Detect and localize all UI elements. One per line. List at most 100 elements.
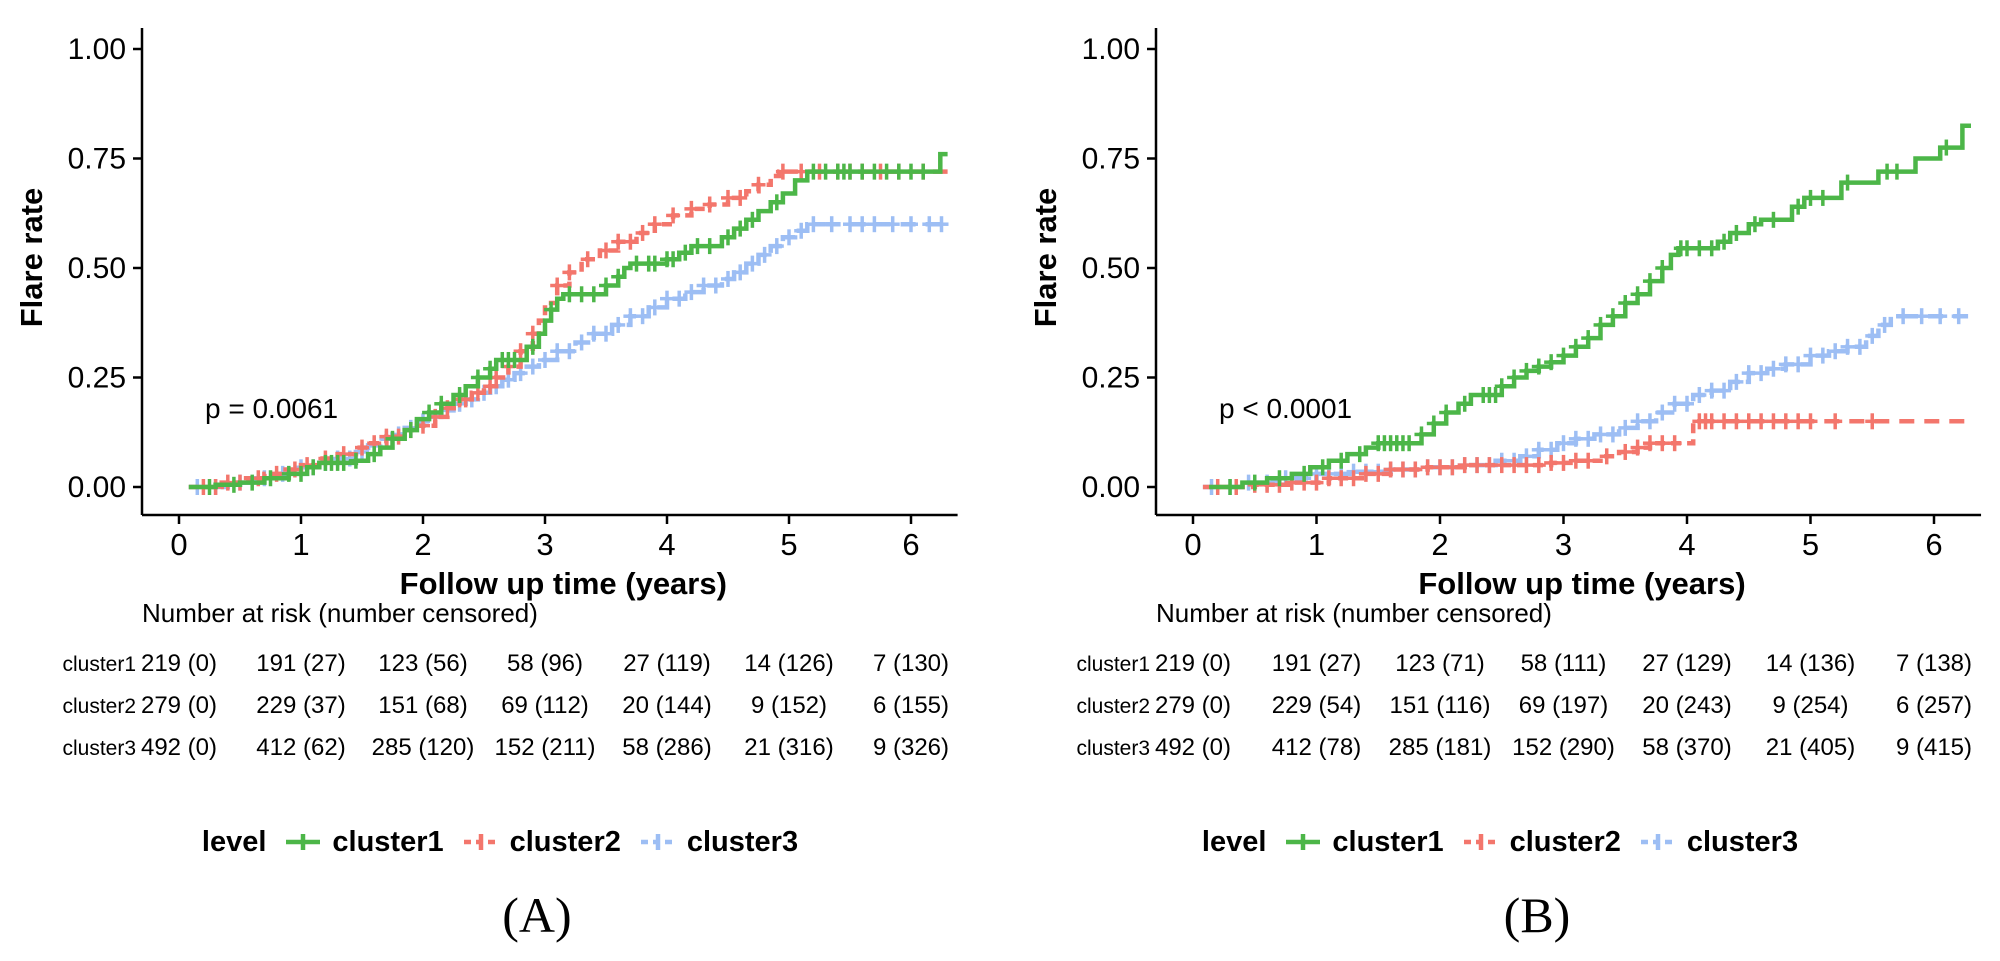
risk-table-header: Number at risk (number censored) <box>142 598 538 628</box>
x-tick-label: 1 <box>1308 527 1325 562</box>
y-axis-title: Flare rate <box>1028 188 1063 328</box>
risk-cell: 152 (211) <box>495 734 596 761</box>
risk-cell: 7 (130) <box>873 650 949 677</box>
legend-label: cluster1 <box>332 825 444 858</box>
legend-item-cluster3: cluster3 <box>1639 826 1798 859</box>
p-value-annotation: p = 0.0061 <box>205 393 338 424</box>
risk-cell: 279 (0) <box>1155 692 1231 719</box>
risk-cell: 412 (78) <box>1272 734 1361 761</box>
legend-item-cluster1: cluster1 <box>1284 825 1444 859</box>
legend-item-cluster3: cluster3 <box>639 826 798 859</box>
x-axis-title: Follow up time (years) <box>1418 566 1745 601</box>
risk-cell: 27 (119) <box>623 650 711 677</box>
risk-row-label: cluster1 <box>1076 653 1150 676</box>
km-curve-cluster1 <box>1209 123 1971 490</box>
x-tick-label: 5 <box>780 527 797 562</box>
risk-cell: 492 (0) <box>141 734 217 761</box>
risk-cell: 9 (415) <box>1896 734 1972 761</box>
risk-cell: 14 (126) <box>744 650 833 677</box>
risk-cell: 191 (27) <box>1272 650 1361 677</box>
legend-title: level <box>1201 825 1267 858</box>
risk-cell: 152 (290) <box>1512 734 1615 761</box>
risk-cell: 412 (62) <box>256 734 345 761</box>
y-axis-title: Flare rate <box>14 188 49 328</box>
risk-cell: 27 (129) <box>1642 650 1731 677</box>
risk-cell: 219 (0) <box>141 650 217 677</box>
x-tick-label: 0 <box>170 527 187 562</box>
risk-cell: 9 (254) <box>1772 692 1848 719</box>
risk-cell: 123 (56) <box>378 650 467 677</box>
x-tick-label: 2 <box>1431 527 1448 562</box>
caption-text: (A) <box>502 887 572 943</box>
x-tick-label: 2 <box>414 527 431 562</box>
risk-cell: 285 (181) <box>1389 734 1492 761</box>
y-tick-label: 1.00 <box>68 33 126 66</box>
panel-caption-a: (A) <box>0 886 1000 944</box>
x-tick-label: 3 <box>536 527 553 562</box>
risk-row-label: cluster2 <box>1076 695 1150 718</box>
legend-marker-icon <box>286 834 321 850</box>
p-value-annotation: p < 0.0001 <box>1219 393 1352 424</box>
legend-label: cluster2 <box>509 825 621 858</box>
risk-cell: 151 (68) <box>378 692 467 719</box>
legend-a: level cluster1 cluster2 cluster3 <box>0 818 1000 866</box>
risk-cell: 14 (136) <box>1766 650 1855 677</box>
legend-label: cluster3 <box>686 825 799 858</box>
x-tick-label: 4 <box>1678 527 1695 562</box>
x-tick-label: 6 <box>1925 527 1942 562</box>
risk-cell: 9 (326) <box>873 734 949 761</box>
risk-cell: 69 (197) <box>1519 692 1608 719</box>
km-plot-a: 0.00 0.25 0.50 0.75 1.00 0 1 2 3 4 5 6 Follow up tim… <box>14 28 958 761</box>
x-tick-label: 4 <box>658 527 675 562</box>
km-curve-cluster2 <box>188 169 783 490</box>
risk-cell: 6 (155) <box>873 692 949 719</box>
risk-row-label: cluster2 <box>62 695 136 718</box>
risk-row-label: cluster3 <box>1076 737 1150 760</box>
legend-item-cluster1: cluster1 <box>284 825 444 859</box>
risk-row-label: cluster1 <box>62 653 136 676</box>
risk-cell: 58 (286) <box>622 734 711 761</box>
risk-cell: 6 (257) <box>1896 692 1972 719</box>
y-tick-label: 0.75 <box>68 143 126 176</box>
risk-cell: 219 (0) <box>1155 650 1231 677</box>
risk-cell: 279 (0) <box>141 692 217 719</box>
legend-label: cluster1 <box>1332 825 1444 858</box>
x-tick-label: 6 <box>902 527 919 562</box>
risk-cell: 123 (71) <box>1395 650 1484 677</box>
risk-cell: 69 (112) <box>501 692 589 719</box>
y-tick-label: 0.00 <box>68 471 126 504</box>
y-tick-label: 0.25 <box>68 362 126 395</box>
x-tick-label: 0 <box>1184 527 1201 562</box>
risk-cell: 492 (0) <box>1155 734 1231 761</box>
risk-cell: 191 (27) <box>256 650 345 677</box>
x-tick-label: 5 <box>1802 527 1819 562</box>
panel-caption-b: (B) <box>1000 886 2000 944</box>
x-tick-label: 1 <box>292 527 309 562</box>
risk-cell: 229 (37) <box>256 692 345 719</box>
y-tick-label: 1.00 <box>1082 33 1140 66</box>
risk-cell: 7 (138) <box>1896 650 1972 677</box>
legend-label: cluster2 <box>1509 825 1621 858</box>
risk-cell: 20 (144) <box>622 692 711 719</box>
risk-cell: 58 (370) <box>1642 734 1731 761</box>
panel-b: 0.00 0.25 0.50 0.75 1.00 0 1 2 3 4 5 6 Follow up tim… <box>1000 0 2000 961</box>
legend-marker-icon <box>640 834 675 850</box>
legend-item-cluster2: cluster2 <box>462 826 621 859</box>
y-tick-label: 0.75 <box>1082 143 1140 176</box>
risk-cell: 21 (405) <box>1766 734 1855 761</box>
x-tick-label: 3 <box>1555 527 1572 562</box>
legend-b: level cluster1 cluster2 cluster3 <box>1000 818 2000 866</box>
legend-marker-icon <box>1286 834 1321 850</box>
x-axis-title: Follow up time (years) <box>400 566 727 601</box>
legend-label: cluster3 <box>1686 825 1799 858</box>
risk-cell: 151 (116) <box>1390 692 1491 719</box>
risk-table-header: Number at risk (number censored) <box>1156 598 1552 628</box>
risk-cell: 285 (120) <box>372 734 475 761</box>
risk-cell: 21 (316) <box>744 734 833 761</box>
y-tick-label: 0.50 <box>1082 252 1140 285</box>
km-curve-cluster1 <box>188 151 948 490</box>
risk-cell: 58 (96) <box>507 650 583 677</box>
legend-marker-icon <box>1640 834 1675 850</box>
risk-cell: 9 (152) <box>751 692 827 719</box>
panel-a: 0.00 0.25 0.50 0.75 1.00 0 1 2 3 4 5 6 Follow up tim… <box>0 28 1000 944</box>
